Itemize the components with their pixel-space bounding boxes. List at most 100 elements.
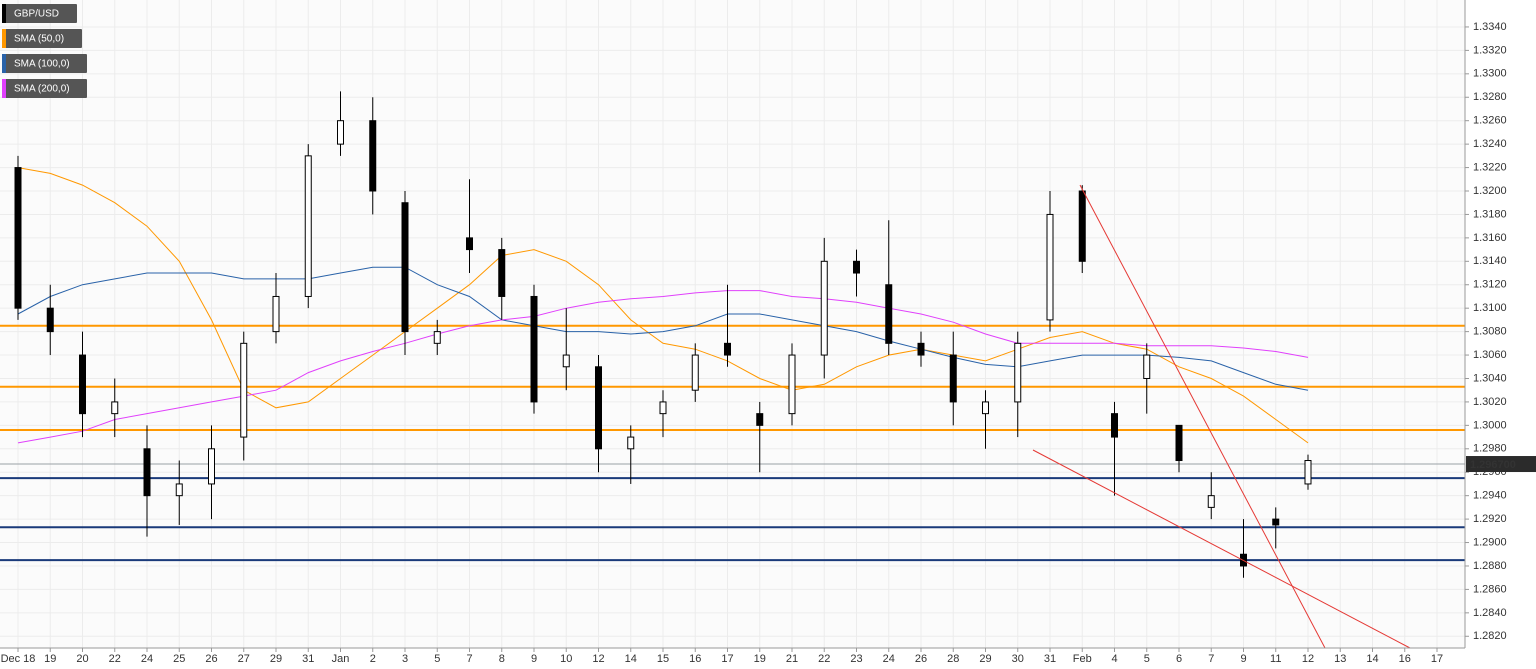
y-tick-label: 1.3100 <box>1473 302 1507 314</box>
x-tick-label: 30 <box>1012 653 1024 665</box>
candle-body <box>853 260 860 274</box>
x-tick-label: 7 <box>466 653 472 665</box>
legend-swatch <box>2 79 6 98</box>
x-tick-label: 2 <box>370 653 376 665</box>
legend-label: SMA (50,0) <box>14 34 64 45</box>
y-tick-label: 1.2980 <box>1473 443 1507 455</box>
x-tick-label: 25 <box>173 653 185 665</box>
y-tick-label: 1.3200 <box>1473 185 1507 197</box>
y-tick-label: 1.3080 <box>1473 326 1507 338</box>
candle-body <box>1175 424 1183 462</box>
x-tick-label: 26 <box>205 653 217 665</box>
candle-body <box>1014 342 1022 403</box>
trend-lines <box>1032 184 1411 649</box>
x-tick-label: 5 <box>434 653 440 665</box>
x-tick-label: 31 <box>1044 653 1056 665</box>
y-tick-label: 1.2940 <box>1473 490 1507 502</box>
candle-body <box>46 307 54 333</box>
y-tick-label: 1.2860 <box>1473 583 1507 595</box>
x-tick-label: 13 <box>1334 653 1346 665</box>
y-tick-label: 1.2900 <box>1473 536 1507 548</box>
legend-swatch <box>2 4 6 23</box>
candle-body <box>595 366 602 450</box>
x-tick-label: 6 <box>1176 653 1182 665</box>
candle-body <box>79 354 86 415</box>
x-tick-label: 8 <box>499 653 505 665</box>
candle-body <box>14 167 22 309</box>
x-tick-label: 4 <box>1111 653 1117 665</box>
x-tick-label: 7 <box>1208 653 1214 665</box>
x-tick-label: 20 <box>76 653 88 665</box>
sma-line <box>17 167 1309 444</box>
x-tick-label: 11 <box>1270 653 1281 665</box>
x-tick-label: 19 <box>754 653 766 665</box>
x-tick-label: 12 <box>592 653 604 665</box>
candle-body <box>627 436 635 450</box>
candle-body <box>1304 460 1312 485</box>
candle-body <box>272 295 280 333</box>
x-tick-label: Dec 18 <box>1 653 36 665</box>
candle-body <box>659 401 667 415</box>
y-tick-label: 1.3220 <box>1473 161 1507 173</box>
y-tick-label: 1.3160 <box>1473 232 1507 244</box>
y-tick-label: 1.3300 <box>1473 68 1507 80</box>
candle-body <box>208 448 215 485</box>
candle-body <box>530 295 538 403</box>
candle-body <box>466 237 473 251</box>
x-tick-label: 31 <box>302 653 314 665</box>
candle-body <box>337 120 344 145</box>
x-tick-label: 15 <box>657 653 669 665</box>
legend-box <box>2 4 77 23</box>
candle-body <box>756 413 764 426</box>
candle-body <box>885 284 893 344</box>
x-tick-label: Jan <box>332 653 350 665</box>
legend-box <box>2 29 82 48</box>
candle-body <box>1207 495 1215 508</box>
candle-body <box>143 448 151 497</box>
candle-body <box>691 354 699 391</box>
axes: 1.2820 1.2840 1.2860 1.2880 1.2900 1.2920 1.29… <box>1 21 1536 665</box>
legend: GBP/USD SMA (50,0) SMA (100,0) SMA (200,0) <box>2 4 87 98</box>
x-tick-label: 22 <box>109 653 121 665</box>
x-tick-label: 14 <box>1366 653 1378 665</box>
candle-body <box>240 342 248 438</box>
y-tick-label: 1.3180 <box>1473 208 1507 220</box>
x-tick-label: 24 <box>141 653 153 665</box>
x-tick-label: 12 <box>1302 653 1314 665</box>
candle-body <box>982 401 989 415</box>
sma-line <box>17 266 1309 391</box>
y-tick-label: 1.2920 <box>1473 513 1507 525</box>
x-tick-label: 9 <box>1240 653 1246 665</box>
x-tick-label: 26 <box>915 653 927 665</box>
price-tag <box>1466 456 1536 473</box>
candle-body <box>433 331 441 344</box>
y-tick-label: 1.3240 <box>1473 138 1507 150</box>
y-tick-label: 1.2840 <box>1473 607 1507 619</box>
candle-body <box>1272 518 1280 526</box>
x-tick-label: 22 <box>818 653 830 665</box>
y-tick-label: 1.2820 <box>1473 630 1507 642</box>
candle-body <box>724 342 731 356</box>
x-tick-label: 5 <box>1144 653 1150 665</box>
x-tick-label: 23 <box>850 653 862 665</box>
candle-body <box>1111 413 1118 438</box>
legend-label: SMA (100,0) <box>14 59 70 70</box>
x-tick-label: 10 <box>560 653 572 665</box>
candle-body <box>1078 190 1086 262</box>
x-tick-label: 17 <box>1431 653 1443 665</box>
trend-line <box>1079 184 1326 649</box>
x-tick-label: 3 <box>402 653 408 665</box>
y-tick-label: 1.3120 <box>1473 279 1507 291</box>
candle-body <box>1046 213 1054 321</box>
y-tick-label: 1.3140 <box>1473 255 1507 267</box>
y-tick-label: 1.3060 <box>1473 349 1507 361</box>
candle-body <box>498 249 506 297</box>
x-tick-label: 27 <box>238 653 250 665</box>
candle-body <box>369 120 377 192</box>
legend-box <box>2 54 87 73</box>
legend-label: GBP/USD <box>14 9 59 20</box>
marks <box>0 91 1465 578</box>
legend-label: SMA (200,0) <box>14 84 70 95</box>
legend-swatch <box>2 29 6 48</box>
y-tick-label: 1.3340 <box>1473 21 1507 33</box>
